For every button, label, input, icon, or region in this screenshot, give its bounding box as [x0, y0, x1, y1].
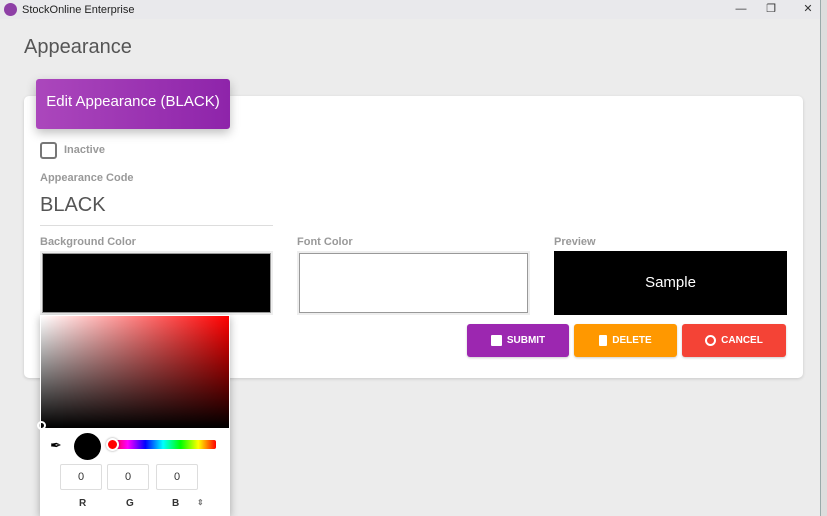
close-button[interactable]: ✕ [803, 3, 813, 15]
green-input[interactable]: 0 [107, 464, 149, 490]
saturation-area[interactable] [41, 316, 229, 428]
cancel-button[interactable]: CANCEL [682, 324, 786, 357]
code-input[interactable]: BLACK [40, 194, 273, 226]
font-color-swatch[interactable] [297, 251, 530, 315]
inactive-checkbox[interactable] [40, 142, 57, 159]
preview-label: Preview [554, 236, 596, 248]
delete-label: DELETE [612, 335, 652, 346]
bg-color-label: Background Color [40, 236, 136, 248]
cancel-label: CANCEL [721, 335, 763, 346]
code-label: Appearance Code [40, 172, 134, 184]
hue-handle[interactable] [106, 438, 119, 451]
blue-input[interactable]: 0 [156, 464, 198, 490]
card-header: Edit Appearance (BLACK) [36, 79, 230, 129]
trash-icon [599, 335, 608, 346]
inactive-label: Inactive [64, 144, 105, 156]
red-input[interactable]: 0 [60, 464, 102, 490]
green-label: G [126, 498, 134, 509]
app-logo-icon [4, 3, 17, 16]
minimize-button[interactable]: — [735, 3, 747, 15]
blue-label: B [172, 498, 180, 509]
format-toggle-icon[interactable]: ⇕ [197, 498, 204, 507]
red-label: R [79, 498, 87, 509]
save-icon [490, 335, 502, 346]
window-border [820, 0, 827, 516]
delete-button[interactable]: DELETE [574, 324, 677, 357]
cancel-circle-icon [705, 335, 717, 346]
color-picker: ✒ 0 0 0 R G B ⇕ [37, 315, 230, 516]
font-color-label: Font Color [297, 236, 353, 248]
restore-button[interactable]: ❐ [766, 3, 776, 15]
title-bar: StockOnline Enterprise [0, 0, 820, 19]
saturation-handle[interactable] [37, 421, 46, 430]
preview-box: Sample [554, 251, 787, 315]
bg-color-swatch[interactable] [40, 251, 273, 315]
submit-label: SUBMIT [506, 335, 546, 346]
eyedropper-icon[interactable]: ✒ [50, 437, 62, 453]
window-title: StockOnline Enterprise [22, 3, 135, 16]
hue-slider[interactable] [110, 440, 216, 449]
submit-button[interactable]: SUBMIT [467, 324, 569, 357]
current-color-preview [74, 433, 101, 460]
page-title: Appearance [24, 36, 132, 58]
